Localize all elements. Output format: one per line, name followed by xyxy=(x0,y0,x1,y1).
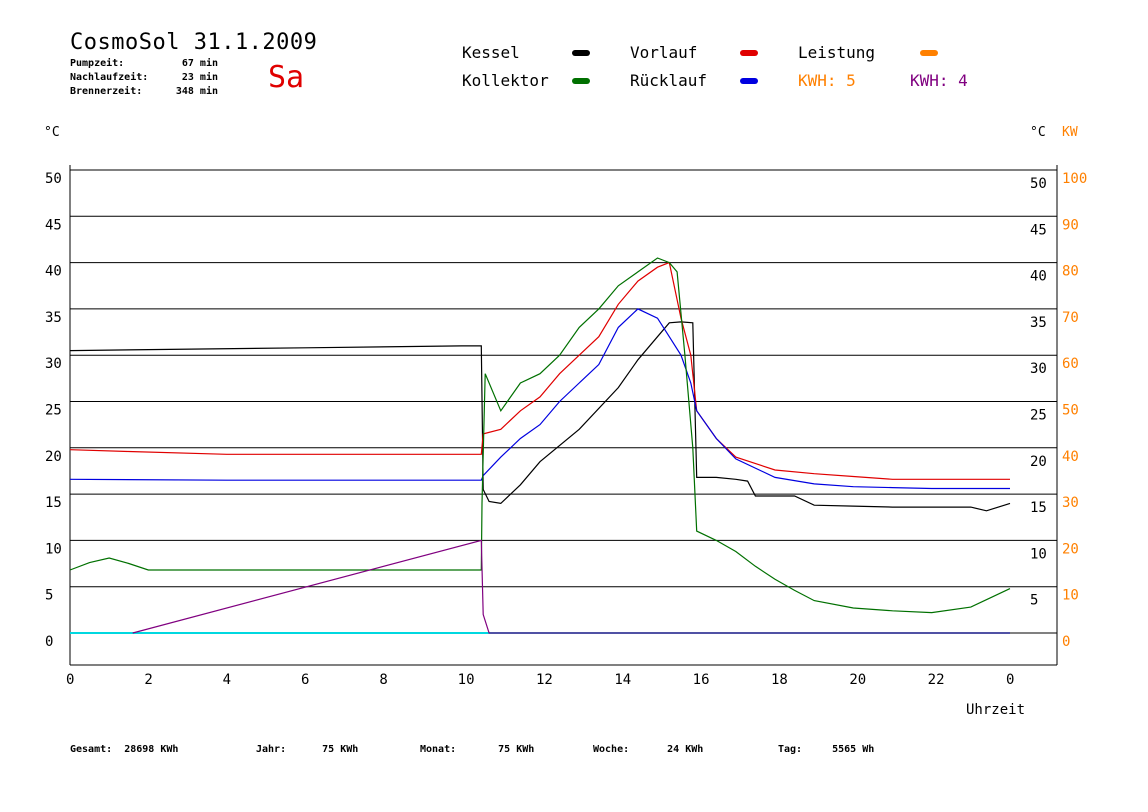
y-tick-label: 5 xyxy=(45,588,53,604)
y-tick-label: 40 xyxy=(45,264,62,280)
y2-tick-label: 60 xyxy=(1062,356,1079,372)
y2-tick-label: 100 xyxy=(1062,171,1087,187)
x-tick-label: 14 xyxy=(614,672,631,688)
legend-ruecklauf-label: Rücklauf xyxy=(630,71,708,90)
y2-tick-label: 40 xyxy=(1062,449,1079,465)
axes xyxy=(69,165,1058,666)
y-right-tick-label: 25 xyxy=(1030,408,1047,424)
x-tick-label: 2 xyxy=(144,672,152,688)
series-line-kwh-5 xyxy=(132,539,1010,634)
footer-label: Woche: xyxy=(593,744,630,755)
footer-label: Jahr: xyxy=(256,744,287,755)
x-tick-label: 0 xyxy=(1006,672,1014,688)
footer-woche: Woche: 24 KWh xyxy=(593,744,703,755)
y-tick-label: 45 xyxy=(45,217,62,233)
x-tick-label: 12 xyxy=(536,672,553,688)
legend-kollektor-label: Kollektor xyxy=(462,71,549,90)
legend-kessel-label: Kessel xyxy=(462,43,520,62)
x-tick-label: 16 xyxy=(693,672,710,688)
y2-tick-label: 0 xyxy=(1062,634,1070,650)
legend-vorlauf-swatch xyxy=(740,50,758,56)
series-line-kollektor xyxy=(69,257,1011,614)
legend-vorlauf-label: Vorlauf xyxy=(630,43,698,62)
footer-value: 28698 KWh xyxy=(124,744,179,755)
series-lines xyxy=(69,257,1011,634)
x-tick-label: 10 xyxy=(458,672,475,688)
y-right-tick-label: 20 xyxy=(1030,454,1047,470)
x-tick-label: 18 xyxy=(771,672,788,688)
info-value: 67 min xyxy=(181,58,218,69)
footer-gesamt: Gesamt: 28698 KWh xyxy=(70,744,178,755)
footer-monat: Monat: 75 KWh xyxy=(420,744,534,755)
footer-value: 75 KWh xyxy=(322,744,359,755)
legend-ruecklauf-swatch xyxy=(740,78,758,84)
y-right-axis-label: °C xyxy=(1030,125,1046,140)
y-axis-label: °C xyxy=(44,125,60,140)
y2-tick-label: 80 xyxy=(1062,264,1079,280)
info-label: Nachlaufzeit: xyxy=(70,72,149,83)
chart-title: CosmoSol 31.1.2009 xyxy=(70,30,318,55)
y-right-tick-label: 30 xyxy=(1030,361,1047,377)
y2-tick-label: 20 xyxy=(1062,541,1079,557)
y-tick-label: 25 xyxy=(45,403,62,419)
legend-leistung-swatch xyxy=(920,50,938,56)
legend-kwh2: KWH: 4 xyxy=(910,71,968,90)
y-tick-label: 50 xyxy=(45,171,62,187)
y-tick-label: 15 xyxy=(45,495,62,511)
legend-kwh1: KWH: 5 xyxy=(798,71,856,90)
y-right-tick-label: 50 xyxy=(1030,176,1047,192)
y-tick-label: 30 xyxy=(45,356,62,372)
info-label: Brennerzeit: xyxy=(70,86,143,97)
y2-axis-label: KW xyxy=(1062,125,1078,140)
x-tick-label: 8 xyxy=(379,672,387,688)
legend-kessel-swatch xyxy=(572,50,590,56)
footer-value: 5565 Wh xyxy=(832,744,875,755)
series-line-kessel xyxy=(69,321,1011,512)
y-right-tick-label: 5 xyxy=(1030,593,1038,609)
footer-label: Gesamt: xyxy=(70,744,113,755)
footer-value: 75 KWh xyxy=(498,744,535,755)
y2-tick-label: 70 xyxy=(1062,310,1079,326)
info-label: Pumpzeit: xyxy=(70,58,125,69)
x-tick-label: 4 xyxy=(223,672,231,688)
y-right-tick-label: 15 xyxy=(1030,500,1047,516)
y-tick-label: 35 xyxy=(45,310,62,326)
y-right-tick-label: 35 xyxy=(1030,315,1047,331)
legend-kollektor-swatch xyxy=(572,78,590,84)
footer-value: 24 KWh xyxy=(667,744,704,755)
info-value: 23 min xyxy=(181,72,218,83)
legend-leistung-label: Leistung xyxy=(798,43,876,62)
footer-tag: Tag: 5565 Wh xyxy=(778,744,874,755)
x-tick-label: 20 xyxy=(849,672,866,688)
x-tick-label: 0 xyxy=(66,672,74,688)
y2-tick-label: 30 xyxy=(1062,495,1079,511)
y2-tick-label: 90 xyxy=(1062,217,1079,233)
footer-label: Tag: xyxy=(778,744,803,755)
y-right-tick-label: 10 xyxy=(1030,546,1047,562)
y2-tick-label: 10 xyxy=(1062,588,1079,604)
gridlines xyxy=(70,169,1057,634)
weekday: Sa xyxy=(268,60,305,95)
info-value: 348 min xyxy=(175,86,218,97)
info-brennerzeit: Brennerzeit: 348 min xyxy=(70,86,218,97)
info-nachlaufzeit: Nachlaufzeit: 23 min xyxy=(70,72,218,83)
info-pumpzeit: Pumpzeit: 67 min xyxy=(70,58,218,69)
series-line-r-cklauf xyxy=(69,308,1010,490)
y2-tick-label: 50 xyxy=(1062,403,1079,419)
y-tick-label: 0 xyxy=(45,634,53,650)
y-right-tick-label: 40 xyxy=(1030,269,1047,285)
y-right-tick-label: 45 xyxy=(1030,222,1047,238)
x-axis-label: Uhrzeit xyxy=(966,702,1025,718)
x-tick-label: 22 xyxy=(928,672,945,688)
x-tick-label: 6 xyxy=(301,672,309,688)
series-line-vorlauf xyxy=(69,261,1010,480)
y-tick-label: 20 xyxy=(45,449,62,465)
footer-label: Monat: xyxy=(420,744,457,755)
y-tick-label: 10 xyxy=(45,541,62,557)
footer-jahr: Jahr: 75 KWh xyxy=(256,744,358,755)
